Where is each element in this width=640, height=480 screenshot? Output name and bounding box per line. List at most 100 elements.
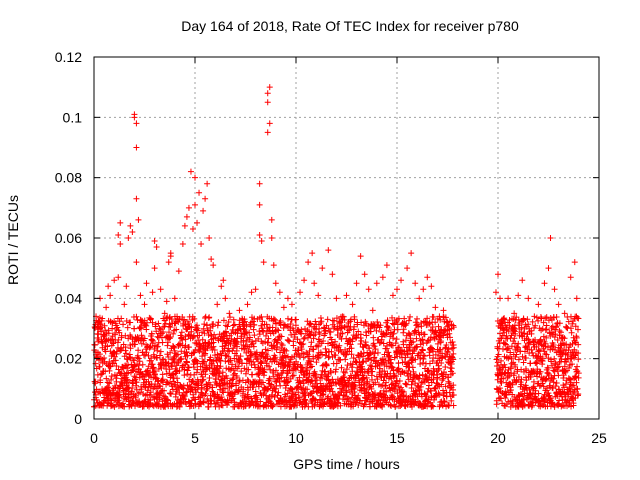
data-point — [573, 379, 580, 386]
data-point — [552, 383, 559, 390]
data-point — [374, 319, 381, 326]
data-point — [418, 393, 425, 400]
data-point — [440, 332, 447, 339]
data-point — [117, 219, 124, 226]
data-point — [515, 356, 522, 363]
data-point — [359, 359, 366, 366]
data-point — [523, 355, 530, 362]
data-point — [112, 357, 119, 364]
data-point — [230, 322, 237, 329]
data-point — [567, 325, 574, 332]
data-point — [394, 353, 401, 360]
data-point — [201, 352, 208, 359]
data-point — [266, 120, 273, 127]
data-point — [440, 307, 447, 314]
data-point — [252, 286, 259, 293]
data-point — [257, 360, 264, 367]
data-point — [574, 314, 581, 321]
data-point — [325, 340, 332, 347]
data-point — [204, 345, 211, 352]
data-point — [408, 384, 415, 391]
data-point — [308, 378, 315, 385]
data-point — [218, 283, 225, 290]
data-point — [561, 310, 568, 317]
data-point — [232, 389, 239, 396]
data-point — [264, 347, 271, 354]
data-point — [144, 368, 151, 375]
data-point — [528, 330, 535, 337]
data-point — [178, 348, 185, 355]
data-point — [261, 366, 268, 373]
grid — [94, 57, 599, 419]
data-point — [333, 315, 340, 322]
data-point — [386, 352, 393, 359]
data-point — [400, 341, 407, 348]
data-point — [144, 319, 151, 326]
data-point — [513, 351, 520, 358]
data-point — [362, 341, 369, 348]
data-point — [109, 392, 116, 399]
data-point — [574, 386, 581, 393]
data-point — [181, 317, 188, 324]
data-point — [293, 316, 299, 323]
data-point — [122, 344, 129, 351]
data-point — [325, 393, 332, 400]
data-point — [442, 354, 449, 361]
data-point — [501, 361, 508, 368]
data-point — [342, 356, 349, 363]
data-point — [183, 348, 190, 355]
data-point — [550, 367, 557, 374]
data-point — [109, 402, 116, 409]
data-point — [357, 331, 364, 338]
y-tick-label: 0.1 — [63, 109, 83, 125]
data-point — [410, 368, 417, 375]
data-point — [131, 357, 138, 364]
data-point — [155, 320, 162, 327]
data-point — [449, 339, 456, 346]
data-point — [495, 271, 501, 278]
data-point — [339, 330, 346, 337]
data-point — [305, 374, 312, 381]
data-point — [305, 328, 312, 335]
data-point — [450, 356, 457, 363]
data-point — [147, 343, 154, 350]
data-point — [372, 346, 379, 353]
data-point — [514, 343, 521, 350]
x-tick-label: 0 — [90, 430, 98, 446]
data-point — [393, 336, 400, 343]
data-point — [275, 389, 282, 396]
data-point — [344, 323, 351, 330]
data-point — [505, 295, 512, 302]
data-point — [246, 334, 253, 341]
data-point — [439, 402, 446, 409]
data-point — [355, 328, 362, 335]
data-point — [547, 395, 554, 402]
data-point — [132, 394, 139, 401]
data-point — [364, 378, 371, 385]
data-point — [425, 382, 432, 389]
data-point — [575, 391, 582, 398]
data-point — [345, 395, 352, 402]
data-point — [541, 391, 548, 398]
data-point — [406, 331, 413, 338]
data-point — [244, 394, 251, 401]
data-point — [99, 339, 106, 346]
data-point — [524, 316, 531, 323]
data-point — [184, 371, 191, 378]
data-point — [253, 351, 260, 358]
data-point — [568, 329, 575, 336]
data-point — [369, 368, 376, 375]
data-point — [139, 361, 146, 368]
data-point — [170, 330, 177, 337]
data-point — [123, 350, 130, 357]
data-point — [301, 277, 308, 284]
data-point — [206, 235, 213, 241]
data-point — [202, 195, 209, 202]
data-point — [349, 301, 356, 308]
data-point — [185, 344, 192, 351]
data-point — [182, 342, 189, 349]
data-point — [134, 334, 141, 341]
data-point — [244, 301, 251, 308]
data-point — [185, 364, 192, 371]
data-point — [300, 385, 307, 392]
